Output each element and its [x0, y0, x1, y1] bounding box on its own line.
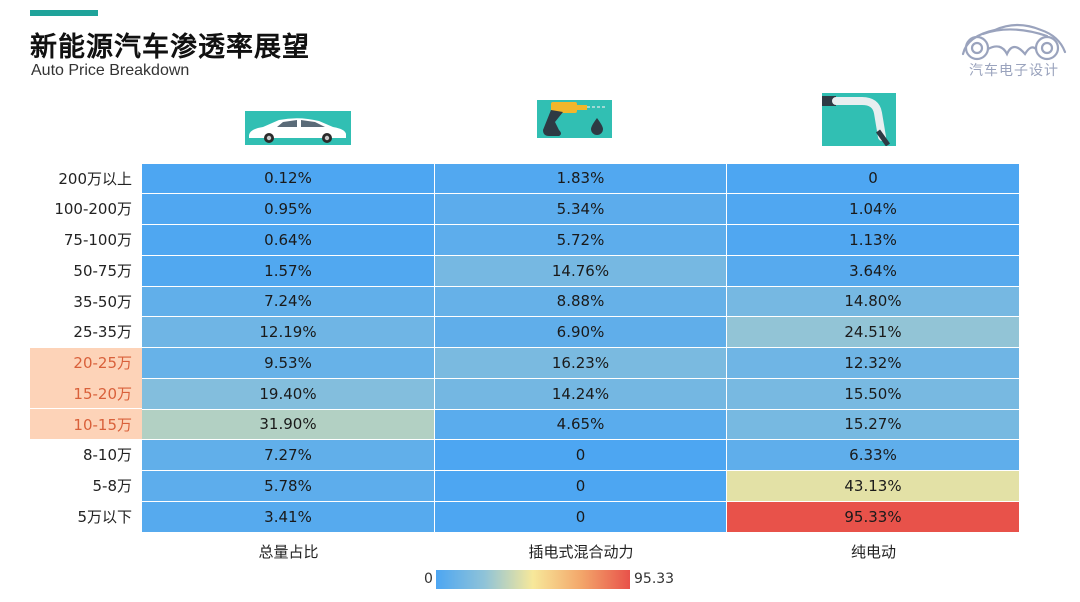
heatmap-cell: 14.76% [435, 255, 726, 286]
row-label: 200万以上 [58, 169, 132, 188]
color-scale-min: 0 [424, 571, 433, 587]
row-label: 75-100万 [63, 231, 132, 249]
heatmap-cell: 0 [435, 440, 726, 470]
row-label: 10-15万 [30, 409, 142, 439]
heatmap-cell: 5.72% [435, 225, 726, 255]
brand-logo-text: 汽车电子设计 [969, 63, 1059, 79]
row-label: 100-200万 [54, 200, 132, 219]
heatmap-cell: 5.78% [142, 471, 434, 501]
heatmap-cell: 0 [435, 471, 726, 501]
heatmap-cell: 3.41% [142, 501, 434, 532]
heatmap-cell: 31.90% [142, 409, 434, 440]
heatmap-cell: 0 [435, 501, 726, 532]
column-label-phev: 插电式混合动力 [528, 543, 634, 561]
heatmap-cell: 4.65% [435, 409, 726, 440]
heatmap-cell: 6.90% [435, 317, 726, 347]
row-label: 25-35万 [73, 323, 132, 342]
heatmap-cell: 43.13% [727, 471, 1019, 501]
heatmap-cell: 24.51% [727, 317, 1019, 347]
heatmap-cell: 19.40% [142, 378, 434, 409]
heatmap-cell: 7.27% [142, 440, 434, 470]
heatmap-cell: 6.33% [727, 440, 1019, 470]
page-title: 新能源汽车渗透率展望 [30, 32, 310, 63]
row-label: 5万以下 [77, 507, 132, 526]
heatmap-cell: 0.64% [142, 225, 434, 255]
row-label: 50-75万 [73, 261, 132, 280]
column-label-bev: 纯电动 [850, 543, 896, 561]
row-label: 8-10万 [82, 446, 132, 465]
heatmap-cell: 14.80% [727, 286, 1019, 317]
fuel-pump-icon [537, 100, 612, 138]
color-scale-bar [436, 570, 630, 589]
heatmap-cell: 95.33% [727, 501, 1019, 532]
heatmap-cell: 1.83% [435, 163, 726, 194]
heatmap-cell: 1.13% [727, 225, 1019, 255]
heatmap-cell: 1.04% [727, 194, 1019, 224]
title-accent-bar [30, 10, 98, 16]
row-label: 15-20万 [30, 378, 142, 409]
heatmap-cell: 7.24% [142, 286, 434, 317]
row-label: 5-8万 [92, 477, 133, 495]
row-label: 35-50万 [73, 292, 132, 311]
color-scale-max: 95.33 [634, 571, 675, 587]
heatmap-cell: 12.19% [142, 317, 434, 347]
heatmap-cell: 0.12% [142, 163, 434, 194]
heatmap-cell: 3.64% [727, 255, 1019, 286]
heatmap-cell: 15.50% [727, 378, 1019, 409]
heatmap-cell: 1.57% [142, 255, 434, 286]
heatmap-cell: 15.27% [727, 409, 1019, 440]
heatmap-cell: 8.88% [435, 286, 726, 317]
heatmap-cell: 12.32% [727, 348, 1019, 378]
column-label-total: 总量占比 [258, 543, 319, 561]
charger-plug-icon [822, 93, 896, 146]
heatmap-cell: 0.95% [142, 194, 434, 224]
heatmap-cell: 5.34% [435, 194, 726, 224]
heatmap-cell: 0 [727, 163, 1019, 194]
heatmap-cell: 9.53% [142, 348, 434, 378]
heatmap-cell: 14.24% [435, 378, 726, 409]
heatmap-cell: 16.23% [435, 348, 726, 378]
page-subtitle: Auto Price Breakdown [31, 62, 190, 79]
car-icon [245, 111, 351, 145]
brand-logo-icon [961, 23, 1067, 61]
row-label: 20-25万 [30, 347, 142, 378]
